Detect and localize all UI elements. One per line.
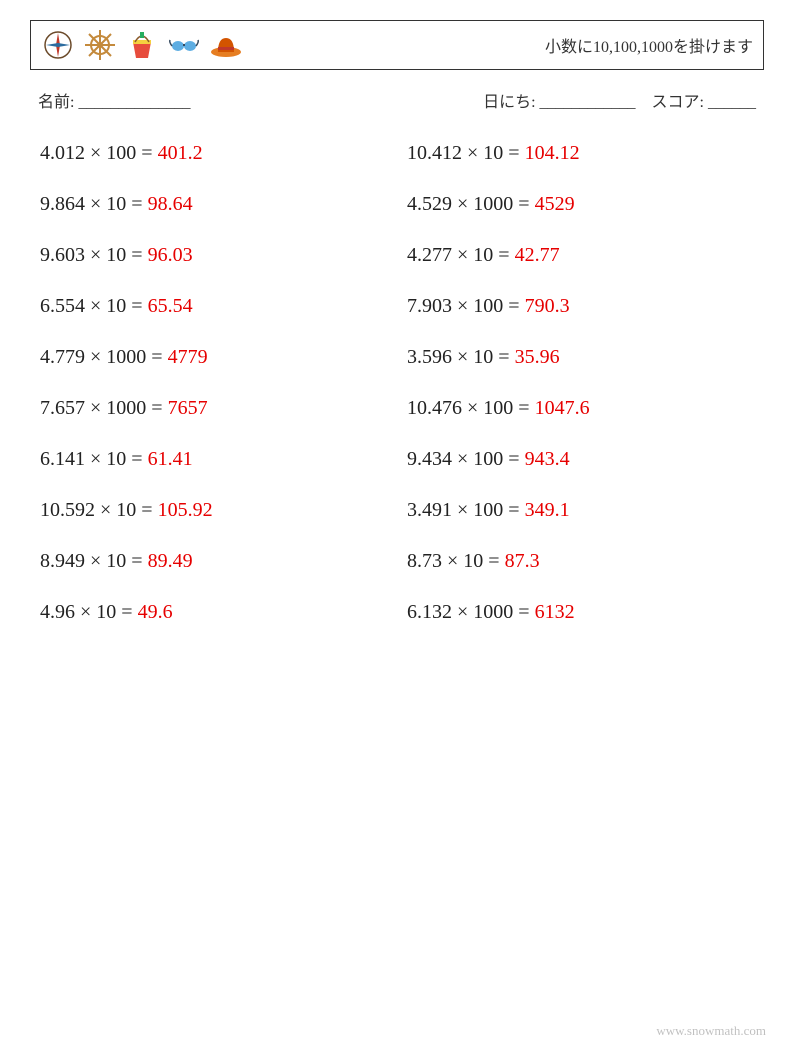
problem-answer: 35.96 xyxy=(515,346,560,368)
problem-expression: 7.657 × 1000 = xyxy=(40,397,168,419)
problem-item: 6.141 × 10 = 61.41 xyxy=(40,448,387,471)
problems-grid: 4.012 × 100 = 401.2 10.412 × 10 = 104.12 9… xyxy=(30,142,764,624)
problem-answer: 6132 xyxy=(535,601,575,623)
problem-answer: 87.3 xyxy=(505,550,540,572)
problem-item: 7.657 × 1000 = 7657 xyxy=(40,397,387,420)
problem-expression: 4.277 × 10 = xyxy=(407,244,515,266)
compass-icon xyxy=(41,28,75,62)
problem-item: 4.277 × 10 = 42.77 xyxy=(407,244,754,267)
problem-answer: 943.4 xyxy=(525,448,570,470)
hat-icon xyxy=(209,28,243,62)
problem-answer: 4529 xyxy=(535,193,575,215)
score-label: スコア: ______ xyxy=(652,94,756,111)
problem-item: 10.476 × 100 = 1047.6 xyxy=(407,397,754,420)
name-field: 名前: ______________ xyxy=(38,88,190,112)
problem-answer: 98.64 xyxy=(148,193,193,215)
problem-expression: 9.864 × 10 = xyxy=(40,193,148,215)
problem-expression: 10.412 × 10 = xyxy=(407,142,525,164)
date-label: 日にち: ____________ xyxy=(483,94,635,111)
problem-item: 8.949 × 10 = 89.49 xyxy=(40,550,387,573)
problem-answer: 42.77 xyxy=(515,244,560,266)
problem-expression: 4.012 × 100 = xyxy=(40,142,158,164)
problem-answer: 105.92 xyxy=(158,499,213,521)
ship-wheel-icon xyxy=(83,28,117,62)
problem-item: 6.132 × 1000 = 6132 xyxy=(407,601,754,624)
date-score-field: 日にち: ____________ スコア: ______ xyxy=(483,88,756,112)
footer-url: www.snowmath.com xyxy=(656,1023,766,1039)
sunglasses-icon xyxy=(167,28,201,62)
problem-expression: 8.949 × 10 = xyxy=(40,550,148,572)
problem-expression: 9.603 × 10 = xyxy=(40,244,148,266)
problem-expression: 10.476 × 100 = xyxy=(407,397,535,419)
problem-answer: 349.1 xyxy=(525,499,570,521)
info-row: 名前: ______________ 日にち: ____________ スコア… xyxy=(30,88,764,112)
problem-item: 4.529 × 1000 = 4529 xyxy=(407,193,754,216)
problem-expression: 3.596 × 10 = xyxy=(407,346,515,368)
problem-expression: 3.491 × 100 = xyxy=(407,499,525,521)
problem-item: 8.73 × 10 = 87.3 xyxy=(407,550,754,573)
problem-item: 9.864 × 10 = 98.64 xyxy=(40,193,387,216)
problem-answer: 61.41 xyxy=(148,448,193,470)
problem-answer: 7657 xyxy=(168,397,208,419)
problem-expression: 6.141 × 10 = xyxy=(40,448,148,470)
problem-answer: 790.3 xyxy=(525,295,570,317)
problem-answer: 65.54 xyxy=(148,295,193,317)
problem-answer: 89.49 xyxy=(148,550,193,572)
problem-item: 9.603 × 10 = 96.03 xyxy=(40,244,387,267)
problem-expression: 10.592 × 10 = xyxy=(40,499,158,521)
problem-answer: 104.12 xyxy=(525,142,580,164)
problem-item: 10.592 × 10 = 105.92 xyxy=(40,499,387,522)
problem-answer: 401.2 xyxy=(158,142,203,164)
problem-item: 4.96 × 10 = 49.6 xyxy=(40,601,387,624)
problem-item: 6.554 × 10 = 65.54 xyxy=(40,295,387,318)
problem-expression: 8.73 × 10 = xyxy=(407,550,505,572)
problem-expression: 6.554 × 10 = xyxy=(40,295,148,317)
problem-item: 3.596 × 10 = 35.96 xyxy=(407,346,754,369)
problem-expression: 4.96 × 10 = xyxy=(40,601,138,623)
problem-expression: 6.132 × 1000 = xyxy=(407,601,535,623)
problem-answer: 49.6 xyxy=(138,601,173,623)
problem-item: 10.412 × 10 = 104.12 xyxy=(407,142,754,165)
problem-expression: 4.529 × 1000 = xyxy=(407,193,535,215)
header-box: 小数に10,100,1000を掛けます xyxy=(30,20,764,70)
problem-item: 4.779 × 1000 = 4779 xyxy=(40,346,387,369)
header-icons xyxy=(41,28,243,62)
problem-expression: 7.903 × 100 = xyxy=(407,295,525,317)
problem-expression: 9.434 × 100 = xyxy=(407,448,525,470)
problem-answer: 4779 xyxy=(168,346,208,368)
problem-answer: 1047.6 xyxy=(535,397,590,419)
problem-expression: 4.779 × 1000 = xyxy=(40,346,168,368)
problem-item: 9.434 × 100 = 943.4 xyxy=(407,448,754,471)
problem-answer: 96.03 xyxy=(148,244,193,266)
worksheet-title: 小数に10,100,1000を掛けます xyxy=(545,33,753,57)
problem-item: 3.491 × 100 = 349.1 xyxy=(407,499,754,522)
problem-item: 4.012 × 100 = 401.2 xyxy=(40,142,387,165)
problem-item: 7.903 × 100 = 790.3 xyxy=(407,295,754,318)
bucket-icon xyxy=(125,28,159,62)
